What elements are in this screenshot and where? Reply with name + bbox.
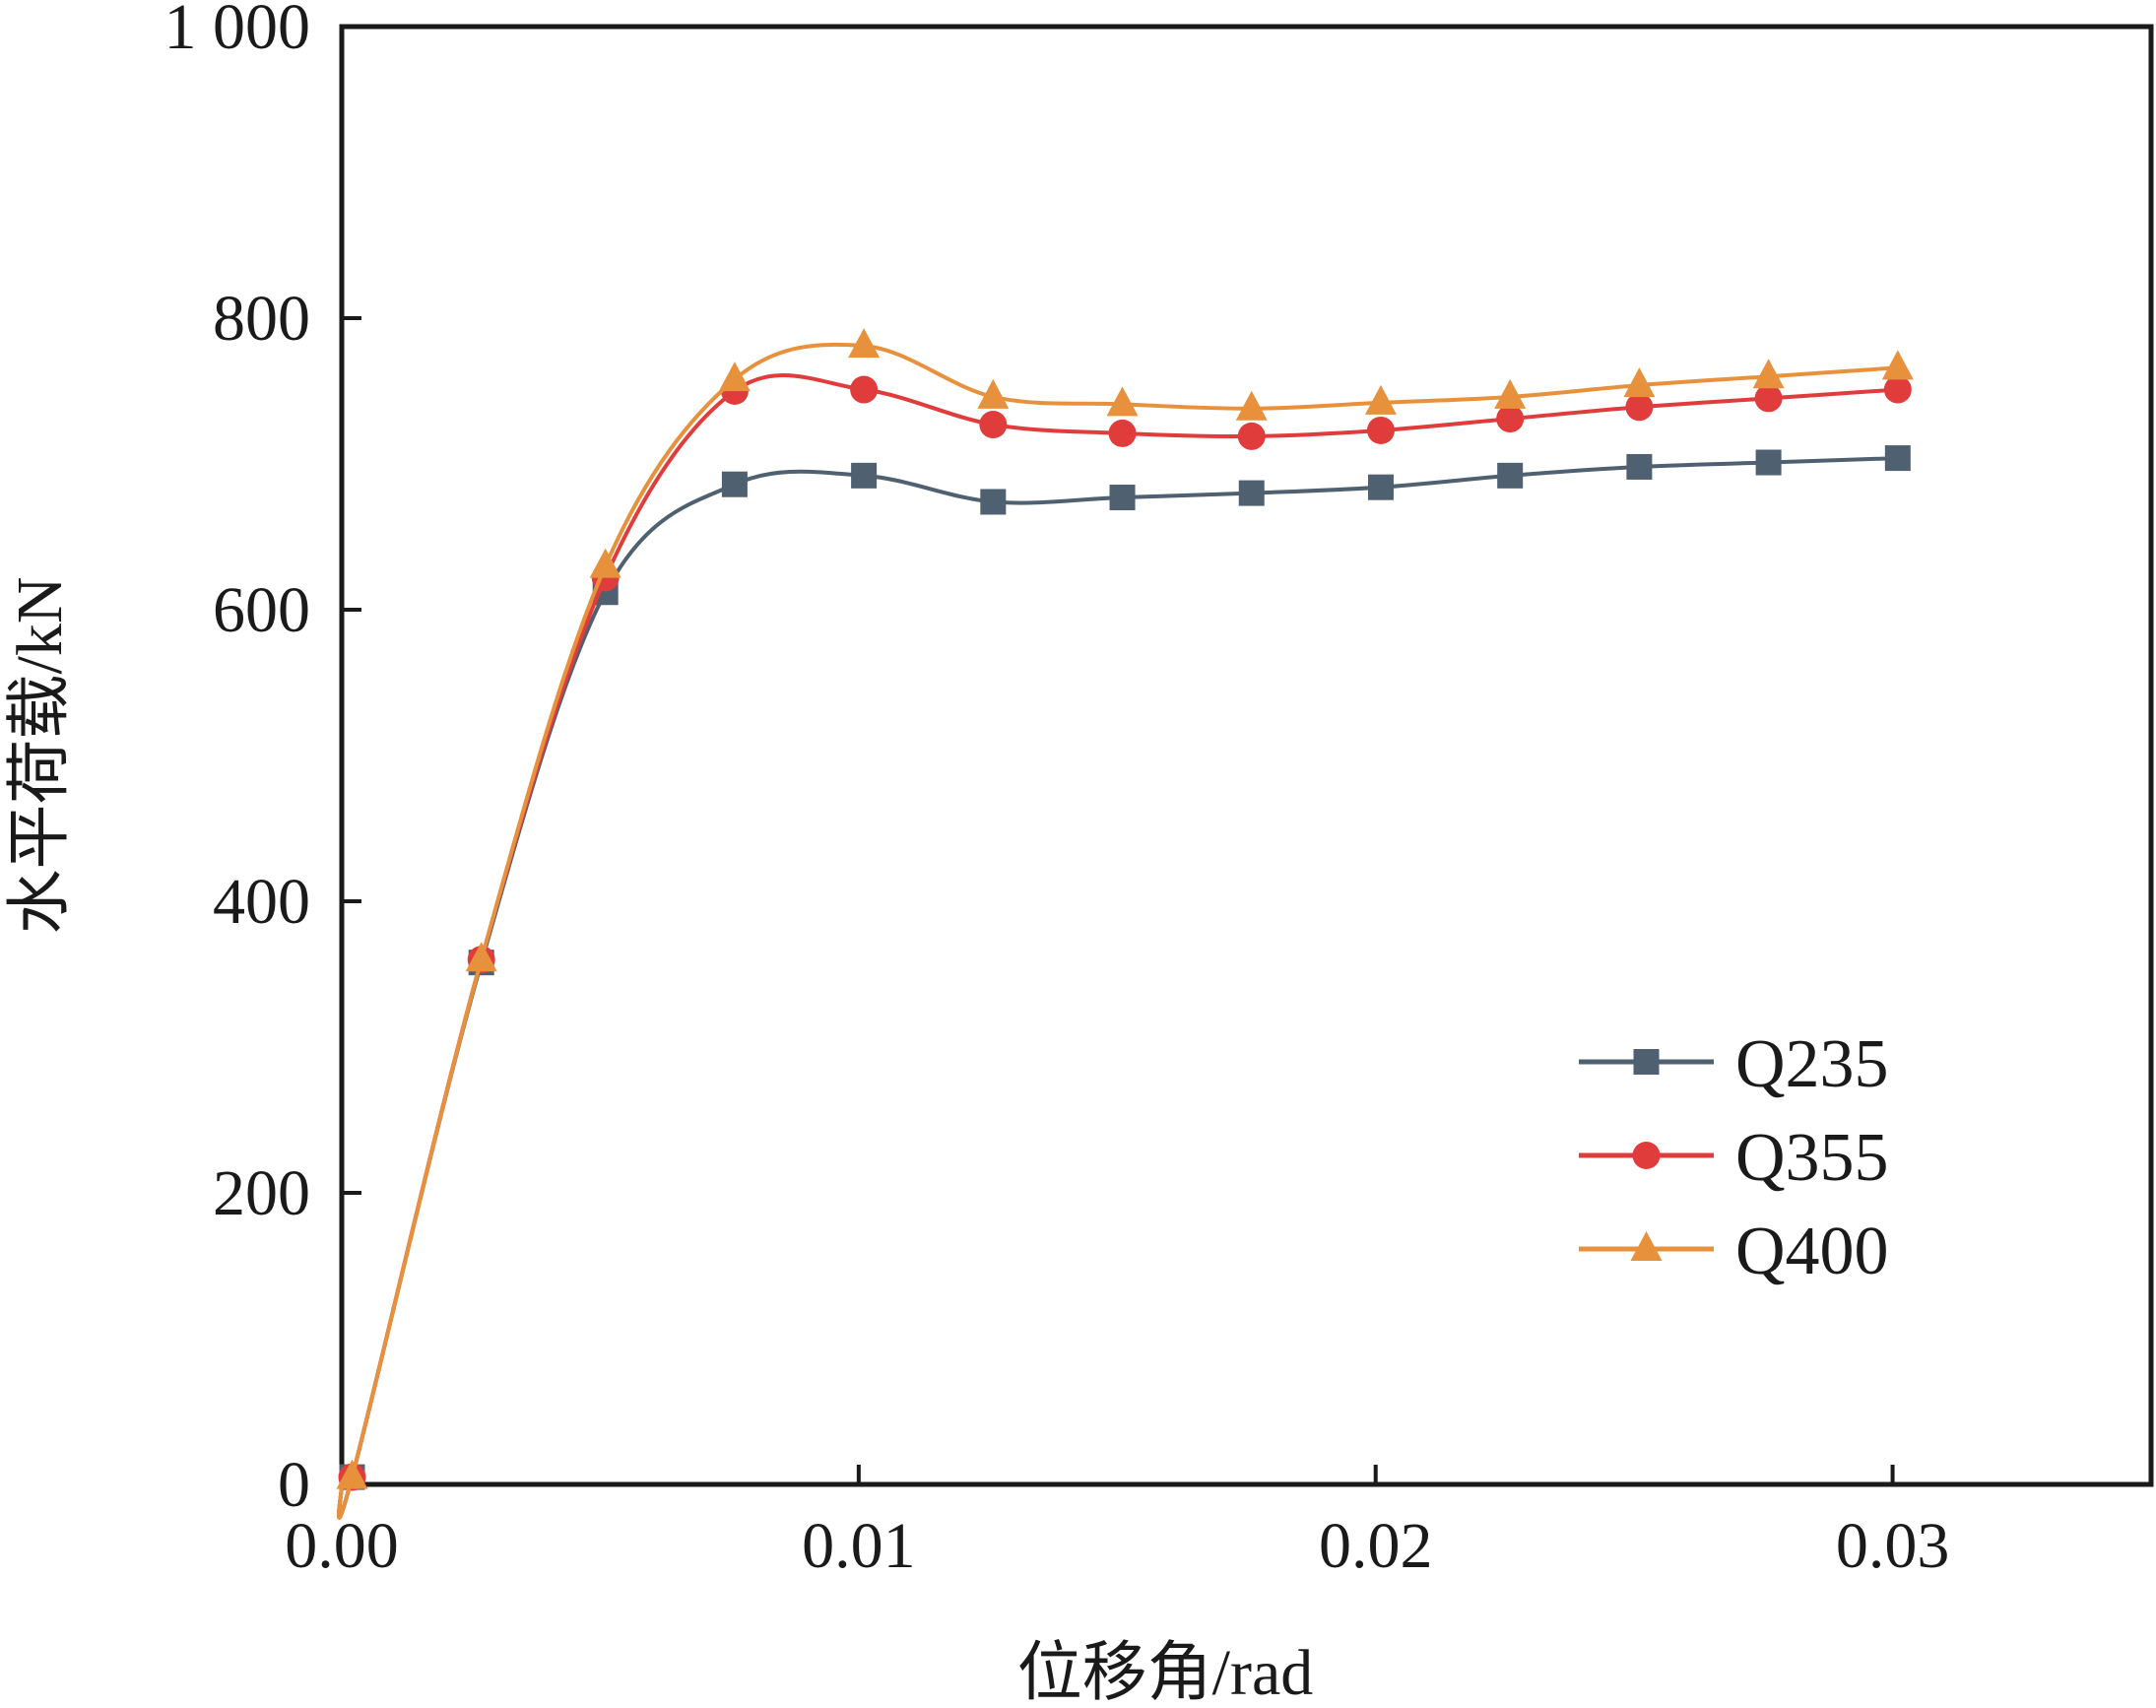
- data-point-Q235: [1367, 474, 1394, 500]
- data-point-Q235: [1238, 480, 1265, 506]
- x-tick-label: 0.00: [285, 1510, 399, 1582]
- data-point-Q400: [589, 548, 621, 578]
- series-line-Q235: [337, 456, 1898, 1520]
- data-point-Q235: [1497, 462, 1524, 489]
- legend-item-Q355: Q355: [1579, 1120, 1889, 1196]
- x-axis-title: 位移角/rad: [1017, 1637, 1314, 1708]
- data-point-Q235: [1626, 453, 1653, 480]
- data-point-Q400: [1752, 359, 1785, 389]
- y-tick-label: 200: [213, 1157, 310, 1229]
- data-point-Q400: [1106, 386, 1139, 417]
- data-point-Q400: [1235, 390, 1268, 421]
- legend-label: Q235: [1735, 1026, 1889, 1102]
- data-point-Q355: [1625, 393, 1654, 422]
- legend-label: Q400: [1735, 1214, 1889, 1289]
- legend-item-Q235: Q235: [1579, 1026, 1889, 1102]
- data-point-Q235: [1755, 449, 1782, 476]
- legend-marker: [1630, 1231, 1663, 1261]
- legend-label: Q355: [1735, 1120, 1889, 1196]
- data-point-Q400: [977, 378, 1010, 409]
- legend-marker: [1632, 1142, 1661, 1169]
- legend-item-Q400: Q400: [1579, 1214, 1889, 1289]
- data-point-Q400: [1623, 367, 1656, 398]
- data-point-Q355: [1754, 384, 1783, 413]
- y-tick-label: 800: [213, 283, 310, 355]
- data-point-Q235: [851, 462, 878, 489]
- data-point-Q235: [1884, 445, 1911, 472]
- data-point-Q355: [1108, 419, 1137, 447]
- data-point-Q355: [1883, 375, 1912, 404]
- plot-area: [339, 24, 2154, 1487]
- legend: Q235 Q355 Q400: [1579, 1026, 1889, 1289]
- x-tick-label: 0.02: [1319, 1510, 1433, 1582]
- data-point-Q355: [850, 375, 879, 404]
- data-point-Q400: [718, 361, 751, 392]
- data-point-Q355: [1237, 422, 1266, 450]
- data-point-Q400: [1494, 378, 1527, 409]
- legend-marker: [1633, 1049, 1660, 1075]
- data-point-Q400: [1364, 384, 1397, 415]
- series-Q400: [336, 328, 1914, 1520]
- y-tick-label: 0: [278, 1449, 310, 1521]
- series-line-Q400: [337, 342, 1898, 1520]
- data-point-Q355: [1496, 405, 1525, 433]
- x-tick-label: 0.01: [802, 1510, 916, 1582]
- data-point-Q355: [979, 411, 1008, 439]
- x-tick-label: 0.03: [1836, 1510, 1950, 1582]
- series-line-Q355: [337, 373, 1898, 1520]
- y-tick-label: 600: [213, 574, 310, 646]
- x-axis-ticks: 0.00 0.01 0.02 0.03: [285, 1465, 1949, 1582]
- data-point-Q400: [336, 1459, 368, 1489]
- data-point-Q235: [980, 489, 1007, 515]
- series-Q235: [337, 445, 1911, 1520]
- data-point-Q400: [848, 328, 881, 359]
- data-point-Q235: [1109, 485, 1136, 511]
- y-tick-label: 1 000: [164, 0, 311, 63]
- data-point-Q400: [1881, 350, 1914, 380]
- series-layer: [336, 328, 1914, 1520]
- data-point-Q400: [465, 942, 497, 972]
- data-point-Q355: [1366, 416, 1395, 444]
- y-axis-title: 水平荷载/kN: [4, 577, 76, 935]
- y-axis-ticks: 0 200 400 600 800 1 000: [164, 0, 361, 1521]
- y-tick-label: 400: [213, 866, 310, 938]
- data-point-Q235: [721, 471, 748, 497]
- series-Q355: [337, 373, 1912, 1520]
